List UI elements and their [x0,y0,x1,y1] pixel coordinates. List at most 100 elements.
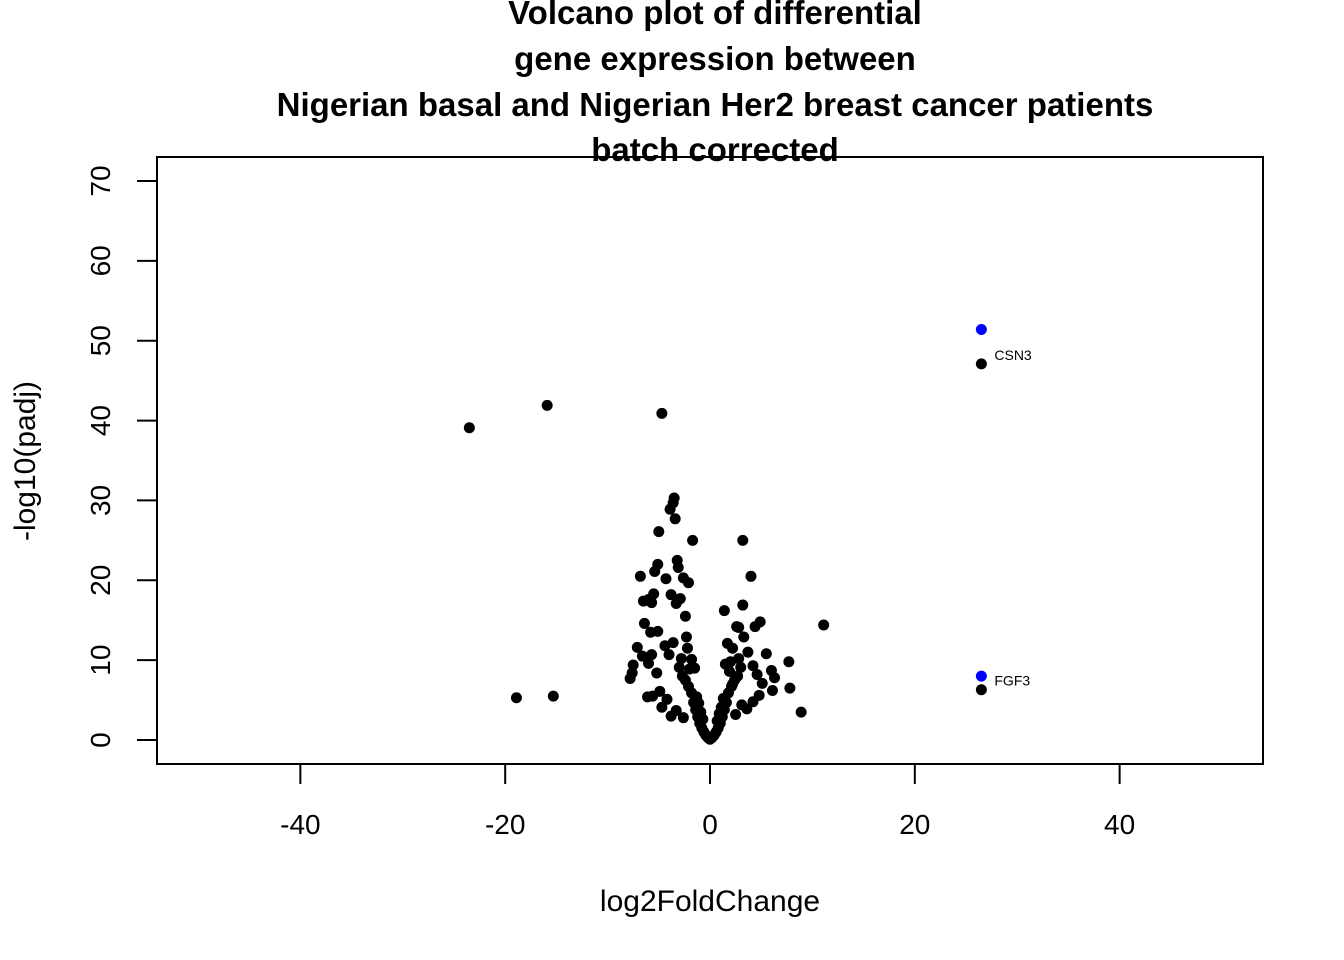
data-point [634,570,646,582]
data-point [730,708,742,720]
data-point [649,566,661,578]
data-point [671,554,683,566]
data-point [680,631,692,643]
data-point [736,699,748,711]
data-point [732,670,744,682]
y-tick-label: 60 [85,245,116,276]
data-point [749,621,761,633]
data-point [737,599,749,611]
data-point [547,690,559,702]
data-point [670,597,682,609]
data-point [646,597,658,609]
y-tick-label: 70 [85,165,116,196]
title-line: gene expression between [514,40,916,77]
data-point [724,656,736,668]
data-point [738,631,750,643]
data-point [631,641,643,653]
data-point [697,713,709,725]
x-tick-label: -20 [485,809,525,840]
data-point [766,685,778,697]
plot-frame [156,156,1264,765]
x-axis-title: log2FoldChange [600,885,820,918]
title-line: batch corrected [591,131,839,168]
data-point [783,656,795,668]
title-line: Volcano plot of differential [508,0,922,31]
data-point [463,422,475,434]
data-point [727,678,739,690]
data-point [642,691,654,703]
data-point [745,570,757,582]
data-point [681,642,693,654]
data-point [687,534,699,546]
data-point [718,605,730,617]
y-tick-label: 0 [85,732,116,748]
data-point [717,693,729,705]
data-point [646,649,658,661]
chart-title: Volcano plot of differential gene express… [277,0,1154,168]
data-point [723,665,735,677]
y-axis-title: -log10(padj) [9,381,42,541]
y-axis: 0 10 20 30 40 50 60 70 [85,165,158,748]
data-point [691,691,703,703]
data-point [665,589,677,601]
data-point [975,324,987,336]
x-tick-label: 40 [1104,809,1135,840]
data-point [684,663,696,675]
data-point [765,665,777,677]
x-tick-label: 0 [702,809,718,840]
data-point [651,667,663,679]
data-point [677,572,689,584]
x-axis: -40 -20 0 20 40 [280,763,1135,840]
data-point [731,621,743,633]
data-point [784,682,796,694]
data-point [751,669,763,681]
data-point [669,513,681,525]
data-point [747,696,759,708]
data-point [660,573,672,585]
y-tick-label: 10 [85,645,116,676]
title-line: Nigerian basal and Nigerian Her2 breast … [277,86,1154,123]
data-point [664,503,676,515]
data-point [715,701,727,713]
data-point [735,661,747,673]
data-point [760,648,772,660]
gene-annotations: CSN3 FGF3 [994,347,1032,689]
data-point [663,649,675,661]
y-tick-label: 30 [85,485,116,516]
gene-label: FGF3 [994,673,1030,689]
data-point [661,693,673,705]
y-tick-label: 40 [85,405,116,436]
data-point [645,626,657,638]
data-point [737,534,749,546]
data-point [673,661,685,673]
y-tick-label: 50 [85,325,116,356]
gene-label: CSN3 [994,347,1032,363]
data-point [653,526,665,538]
data-point [818,619,830,631]
data-point [636,650,648,662]
data-point [643,657,655,669]
data-point [686,653,698,665]
data-point [541,399,553,411]
data-point [795,706,807,718]
data-point [747,660,759,672]
y-tick-label: 20 [85,565,116,596]
data-point [656,701,668,713]
x-tick-label: -40 [280,809,320,840]
data-point [975,358,987,370]
data-point [721,637,733,649]
data-point [670,704,682,716]
data-point [756,677,768,689]
data-point [742,646,754,658]
data-point [975,670,987,682]
data-points [463,324,987,745]
data-point [677,712,689,724]
data-point [656,407,668,419]
data-point [627,659,639,671]
data-point [637,595,649,607]
data-point [679,610,691,622]
data-point [975,684,987,696]
data-point [667,637,679,649]
data-point [510,692,522,704]
